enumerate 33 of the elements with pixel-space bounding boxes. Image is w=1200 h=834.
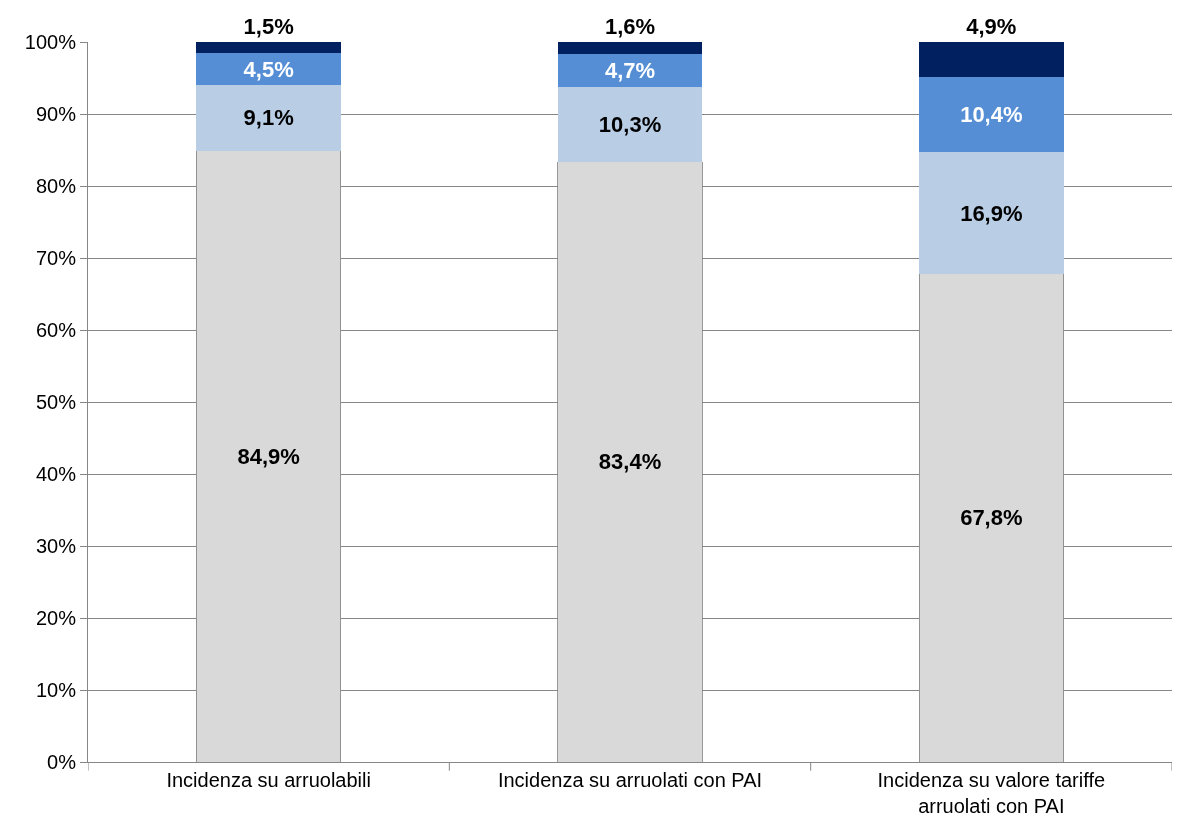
data-label: 4,9% xyxy=(966,14,1017,39)
data-label: 4,5% xyxy=(243,56,294,82)
y-tick-label: 20% xyxy=(35,607,77,629)
y-tick-label: 80% xyxy=(35,175,77,197)
data-label: 10,3% xyxy=(598,111,662,137)
data-label: 9,1% xyxy=(243,105,294,131)
y-tick-label: 10% xyxy=(35,679,77,701)
bar xyxy=(557,42,703,54)
data-label: 16,9% xyxy=(960,200,1023,226)
y-tick-label: 100% xyxy=(24,31,77,53)
x-tick-label: Incidenza su arruolabili xyxy=(166,769,371,791)
bar xyxy=(196,85,341,151)
data-label: 1,6% xyxy=(604,14,656,39)
data-label: 1,5% xyxy=(243,14,294,39)
data-label: 67,8% xyxy=(960,505,1023,531)
x-tick-label: Incidenza su valore tariffe arruolati con PAI xyxy=(877,769,1106,817)
bar xyxy=(919,77,1064,153)
bar xyxy=(919,42,1064,78)
y-tick-label: 70% xyxy=(35,247,77,269)
bar xyxy=(196,42,341,53)
bar xyxy=(557,87,703,162)
y-tick-label: 90% xyxy=(35,103,77,125)
y-tick-label: 30% xyxy=(35,535,77,557)
y-tick-label: 50% xyxy=(35,391,77,413)
y-tick-label: 40% xyxy=(35,463,77,485)
data-label: 83,4% xyxy=(598,449,662,475)
bar xyxy=(919,152,1064,274)
data-label: 4,7% xyxy=(604,57,656,83)
y-tick-label: 60% xyxy=(35,319,77,341)
data-label: 84,9% xyxy=(237,443,300,469)
x-tick-label: Incidenza su arruolati con PAI xyxy=(497,769,763,791)
y-tick-label: 0% xyxy=(47,751,77,773)
data-label: 10,4% xyxy=(960,102,1023,128)
